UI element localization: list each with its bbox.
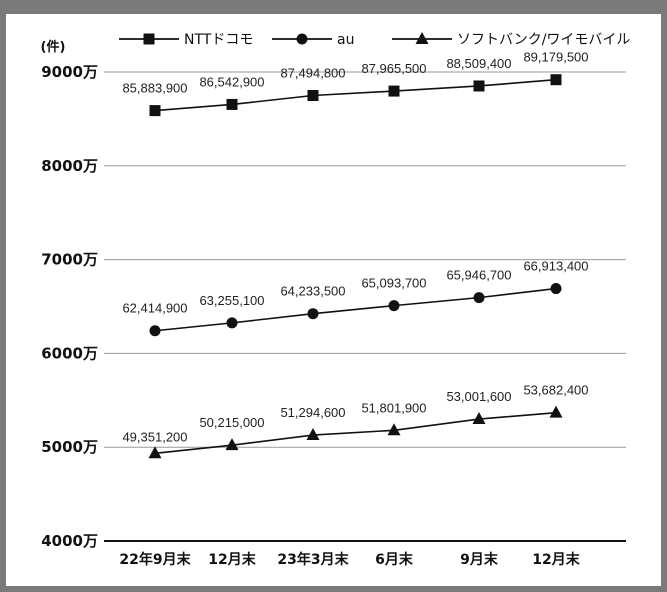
x-tick-label: 9月末 bbox=[460, 551, 499, 568]
data-label: 53,001,600 bbox=[446, 389, 511, 404]
square-marker bbox=[307, 89, 319, 101]
data-label: 51,294,600 bbox=[280, 405, 345, 420]
circle-marker bbox=[307, 308, 319, 320]
data-label: 89,179,500 bbox=[523, 50, 588, 65]
legend-item: ソフトバンク/ワイモバイル bbox=[392, 32, 630, 48]
legend-label: NTTドコモ bbox=[184, 32, 253, 48]
square-marker bbox=[226, 98, 238, 110]
y-unit-label: (件) bbox=[41, 39, 66, 55]
legend-item: NTTドコモ bbox=[119, 32, 253, 48]
series-square bbox=[149, 74, 562, 117]
y-tick-label: 5000万 bbox=[41, 438, 98, 456]
series-line bbox=[154, 411, 557, 455]
legend-triangle-marker bbox=[415, 32, 429, 44]
x-tick-label: 22年9月末 bbox=[119, 551, 191, 568]
legend: NTTドコモ au ソフトバンク/ワイモバイル bbox=[119, 32, 630, 48]
triangle-marker bbox=[225, 438, 239, 451]
data-label: 86,542,900 bbox=[199, 74, 264, 89]
square-marker bbox=[550, 74, 562, 86]
x-tick-label: 12月末 bbox=[532, 551, 580, 568]
data-label: 66,913,400 bbox=[523, 259, 588, 274]
data-label: 87,965,500 bbox=[361, 61, 426, 76]
line-chart: 9000万 8000万 7000万 6000万 5000万 4000万 (件) 22年9月末 1… bbox=[41, 32, 630, 568]
legend-circle-marker bbox=[296, 33, 308, 45]
square-marker bbox=[388, 85, 400, 97]
data-label: 51,801,900 bbox=[361, 400, 426, 415]
triangle-marker bbox=[306, 428, 320, 441]
circle-marker bbox=[473, 292, 485, 304]
data-label: 62,414,900 bbox=[122, 301, 187, 316]
circle-marker bbox=[226, 317, 238, 329]
x-tick-label: 23年3月末 bbox=[277, 551, 349, 568]
axis-layer: 9000万 8000万 7000万 6000万 5000万 4000万 (件) 22年9月末 1… bbox=[41, 39, 626, 568]
series-circle bbox=[149, 283, 562, 337]
series-layer bbox=[148, 74, 563, 459]
data-label: 63,255,100 bbox=[199, 293, 264, 308]
series-line bbox=[154, 287, 557, 332]
legend-item: au bbox=[272, 32, 354, 48]
data-label: 65,946,700 bbox=[446, 268, 511, 283]
data-label: 87,494,800 bbox=[280, 65, 345, 80]
label-layer: 85,883,900 86,542,900 87,494,800 87,965,500… bbox=[122, 50, 588, 445]
legend-label: au bbox=[337, 32, 354, 48]
legend-label: ソフトバンク/ワイモバイル bbox=[457, 32, 630, 48]
data-label: 64,233,500 bbox=[280, 284, 345, 299]
y-tick-label: 9000万 bbox=[41, 63, 98, 81]
circle-marker bbox=[149, 325, 161, 337]
circle-marker bbox=[550, 283, 562, 295]
legend-square-marker bbox=[143, 33, 155, 45]
grid-layer bbox=[104, 71, 626, 448]
data-label: 88,509,400 bbox=[446, 56, 511, 71]
circle-marker bbox=[388, 300, 400, 312]
y-tick-label: 6000万 bbox=[41, 344, 98, 362]
y-tick-label: 7000万 bbox=[41, 251, 98, 269]
square-marker bbox=[473, 80, 485, 92]
triangle-marker bbox=[387, 423, 401, 436]
data-label: 53,682,400 bbox=[523, 383, 588, 398]
series-line bbox=[154, 78, 557, 112]
data-label: 85,883,900 bbox=[122, 81, 187, 96]
series-triangle bbox=[148, 405, 563, 459]
y-tick-label: 8000万 bbox=[41, 157, 98, 175]
x-tick-label: 6月末 bbox=[375, 551, 414, 568]
x-tick-label: 12月末 bbox=[208, 551, 256, 568]
triangle-marker bbox=[148, 446, 162, 459]
square-marker bbox=[149, 105, 161, 117]
y-tick-label: 4000万 bbox=[41, 532, 98, 550]
data-label: 50,215,000 bbox=[199, 415, 264, 430]
triangle-marker bbox=[472, 412, 486, 425]
triangle-marker bbox=[549, 405, 563, 418]
data-label: 49,351,200 bbox=[122, 429, 187, 444]
data-label: 65,093,700 bbox=[361, 276, 426, 291]
